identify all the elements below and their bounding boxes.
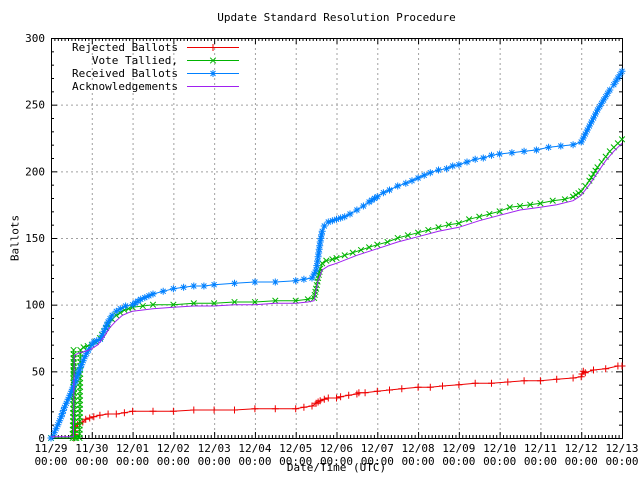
- svg-text:00:00: 00:00: [279, 455, 312, 468]
- legend-item-received-ballots: Received Ballots: [72, 67, 239, 80]
- legend-item-vote-tallied: Vote Tallied,: [92, 54, 239, 67]
- legend-item-rejected-ballots: Rejected Ballots: [72, 41, 239, 54]
- svg-text:0: 0: [38, 432, 45, 445]
- series-line-rejected-ballots: [51, 365, 622, 439]
- svg-text:12/01: 12/01: [116, 442, 149, 455]
- svg-text:00:00: 00:00: [34, 455, 67, 468]
- svg-text:Vote Tallied,: Vote Tallied,: [92, 54, 178, 67]
- svg-text:11/29: 11/29: [34, 442, 67, 455]
- series-rejected-ballots: [47, 362, 626, 442]
- svg-text:Acknowledgements: Acknowledgements: [72, 80, 178, 93]
- svg-text:12/10: 12/10: [483, 442, 516, 455]
- tick-marks: [51, 38, 623, 439]
- svg-text:12/07: 12/07: [361, 442, 394, 455]
- svg-text:250: 250: [25, 99, 45, 112]
- svg-text:00:00: 00:00: [116, 455, 149, 468]
- x-axis-label: Date/Time (UTC): [286, 461, 387, 474]
- svg-text:300: 300: [25, 32, 45, 45]
- svg-text:12/06: 12/06: [320, 442, 353, 455]
- svg-text:00:00: 00:00: [524, 455, 557, 468]
- svg-text:00:00: 00:00: [605, 455, 638, 468]
- svg-text:12/04: 12/04: [238, 442, 271, 455]
- svg-text:Received Ballots: Received Ballots: [72, 67, 178, 80]
- svg-text:12/02: 12/02: [157, 442, 190, 455]
- svg-text:00:00: 00:00: [483, 455, 516, 468]
- svg-text:12/05: 12/05: [279, 442, 312, 455]
- legend-item-acknowledgements: Acknowledgements: [72, 80, 239, 93]
- svg-text:12/03: 12/03: [198, 442, 231, 455]
- svg-text:00:00: 00:00: [320, 455, 353, 468]
- svg-text:00:00: 00:00: [565, 455, 598, 468]
- svg-text:12/09: 12/09: [442, 442, 475, 455]
- gridlines: [51, 38, 622, 438]
- series-acknowledgements: [51, 142, 623, 438]
- svg-text:00:00: 00:00: [75, 455, 108, 468]
- svg-text:12/13: 12/13: [605, 442, 638, 455]
- chart-title: Update Standard Resolution Procedure: [217, 11, 456, 24]
- series-line-acknowledgements: [51, 142, 623, 438]
- svg-text:00:00: 00:00: [198, 455, 231, 468]
- svg-text:50: 50: [32, 365, 45, 378]
- svg-text:00:00: 00:00: [442, 455, 475, 468]
- svg-text:Rejected Ballots: Rejected Ballots: [72, 41, 178, 54]
- svg-text:00:00: 00:00: [238, 455, 271, 468]
- svg-text:12/08: 12/08: [402, 442, 435, 455]
- svg-text:11/30: 11/30: [75, 442, 108, 455]
- svg-text:150: 150: [25, 232, 45, 245]
- svg-text:00:00: 00:00: [402, 455, 435, 468]
- svg-text:100: 100: [25, 299, 45, 312]
- x-tick-labels: 11/2900:0011/3000:0012/0100:0012/0200:00…: [34, 442, 638, 468]
- svg-text:200: 200: [25, 165, 45, 178]
- svg-text:12/12: 12/12: [565, 442, 598, 455]
- series-markers-received-ballots: [47, 67, 626, 442]
- y-tick-labels: 0 50 100 150 200 250 300: [25, 32, 45, 445]
- svg-text:12/11: 12/11: [524, 442, 557, 455]
- svg-text:00:00: 00:00: [157, 455, 190, 468]
- series-received-ballots: [47, 67, 626, 442]
- svg-text:00:00: 00:00: [361, 455, 394, 468]
